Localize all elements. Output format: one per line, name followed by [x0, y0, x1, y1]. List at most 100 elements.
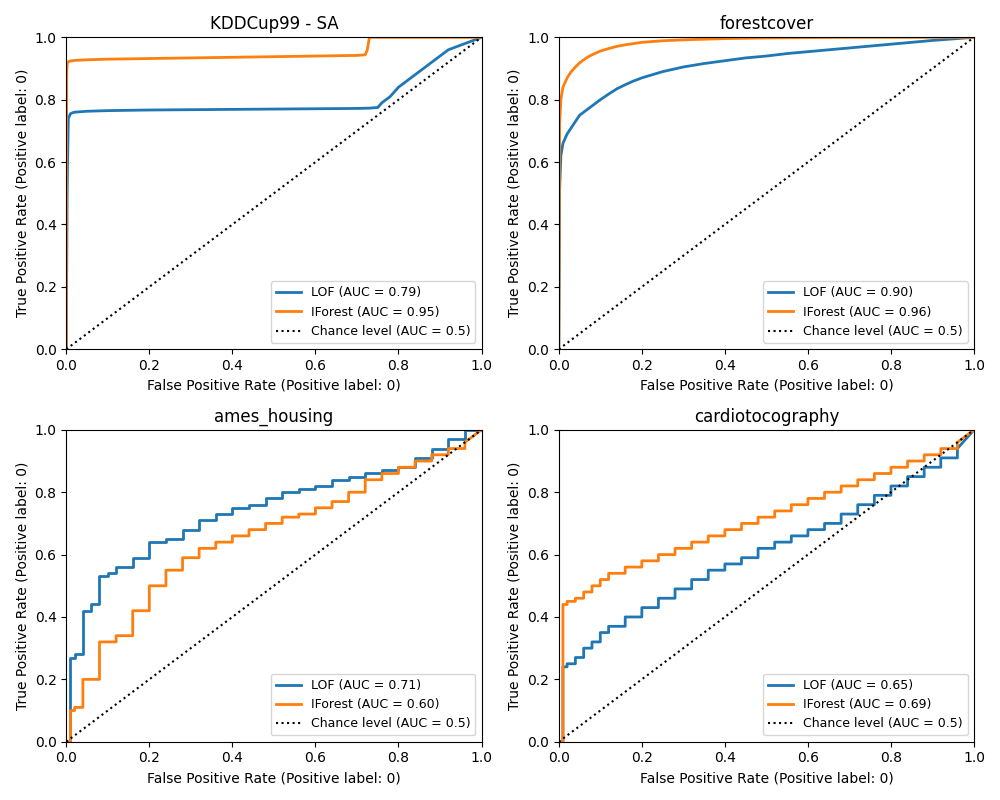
IForest (AUC = 0.95) — [81, 55, 93, 65]
IForest (AUC = 0.95) — [62, 58, 74, 67]
LOF (AUC = 0.79) — [60, 345, 72, 354]
LOF (AUC = 0.79) — [351, 104, 363, 114]
IForest (AUC = 0.95) — [102, 54, 114, 64]
LOF (AUC = 0.90) — [864, 42, 876, 51]
LOF (AUC = 0.79) — [143, 106, 155, 115]
LOF (AUC = 0.90) — [677, 62, 689, 72]
Y-axis label: True Positive Rate (Positive label: 0): True Positive Rate (Positive label: 0) — [508, 69, 522, 318]
Chance level (AUC = 0.5) — [947, 48, 959, 58]
IForest (AUC = 0.96) — [698, 34, 710, 44]
LOF (AUC = 0.79) — [372, 102, 384, 112]
Title: ames_housing: ames_housing — [214, 407, 334, 426]
LOF (AUC = 0.90) — [885, 39, 897, 49]
Chance level (AUC = 0.5) — [934, 450, 946, 460]
LOF (AUC = 0.79) — [363, 103, 375, 113]
IForest (AUC = 0.60) — [476, 425, 488, 434]
LOF (AUC = 0.90) — [760, 51, 772, 61]
LOF (AUC = 0.65) — [835, 510, 847, 519]
Chance level (AUC = 0.5) — [60, 737, 72, 746]
LOF (AUC = 0.90) — [578, 107, 590, 117]
LOF (AUC = 0.65) — [802, 525, 814, 534]
Chance level (AUC = 0.5) — [140, 677, 152, 686]
IForest (AUC = 0.96) — [553, 345, 565, 354]
Chance level (AUC = 0.5) — [947, 441, 959, 450]
IForest (AUC = 0.96) — [574, 58, 586, 68]
IForest (AUC = 0.96) — [603, 44, 615, 54]
IForest (AUC = 0.95) — [434, 33, 446, 42]
X-axis label: False Positive Rate (Positive label: 0): False Positive Rate (Positive label: 0) — [640, 378, 893, 393]
Chance level (AUC = 0.5) — [274, 576, 286, 586]
Chance level (AUC = 0.5) — [442, 58, 454, 67]
LOF (AUC = 0.65) — [603, 622, 615, 631]
Chance level (AUC = 0.5) — [649, 665, 661, 674]
LOF (AUC = 0.79) — [62, 114, 74, 123]
LOF (AUC = 0.90) — [574, 110, 586, 120]
LOF (AUC = 0.90) — [968, 33, 980, 42]
LOF (AUC = 0.79) — [62, 161, 74, 170]
LOF (AUC = 0.90) — [565, 123, 577, 133]
LOF (AUC = 0.79) — [401, 76, 413, 86]
LOF (AUC = 0.79) — [69, 107, 81, 117]
Chance level (AUC = 0.5) — [442, 450, 454, 460]
LOF (AUC = 0.71) — [459, 425, 471, 434]
Legend: LOF (AUC = 0.90), IForest (AUC = 0.96), Chance level (AUC = 0.5): LOF (AUC = 0.90), IForest (AUC = 0.96), … — [763, 282, 968, 343]
LOF (AUC = 0.90) — [843, 43, 855, 53]
LOF (AUC = 0.79) — [81, 106, 93, 116]
IForest (AUC = 0.96) — [555, 95, 567, 105]
IForest (AUC = 0.96) — [760, 33, 772, 42]
IForest (AUC = 0.96) — [611, 42, 623, 51]
LOF (AUC = 0.90) — [619, 80, 631, 90]
IForest (AUC = 0.95) — [309, 51, 321, 61]
Chance level (AUC = 0.5) — [455, 441, 467, 450]
IForest (AUC = 0.96) — [582, 52, 594, 62]
LOF (AUC = 0.90) — [594, 95, 606, 105]
IForest (AUC = 0.95) — [361, 45, 373, 54]
Line: IForest (AUC = 0.96): IForest (AUC = 0.96) — [559, 38, 974, 350]
IForest (AUC = 0.69) — [968, 425, 980, 434]
LOF (AUC = 0.79) — [268, 104, 280, 114]
Chance level (AUC = 0.5) — [968, 425, 980, 434]
Line: IForest (AUC = 0.95): IForest (AUC = 0.95) — [66, 38, 482, 350]
LOF (AUC = 0.90) — [636, 73, 648, 82]
IForest (AUC = 0.95) — [64, 56, 76, 66]
IForest (AUC = 0.69) — [802, 494, 814, 503]
Y-axis label: True Positive Rate (Positive label: 0): True Positive Rate (Positive label: 0) — [508, 462, 522, 710]
LOF (AUC = 0.79) — [376, 98, 388, 108]
LOF (AUC = 0.79) — [67, 108, 79, 118]
Chance level (AUC = 0.5) — [767, 184, 779, 194]
IForest (AUC = 0.95) — [359, 50, 371, 59]
Chance level (AUC = 0.5) — [553, 345, 565, 354]
IForest (AUC = 0.96) — [586, 50, 598, 59]
Chance level (AUC = 0.5) — [274, 184, 286, 194]
IForest (AUC = 0.96) — [594, 46, 606, 56]
IForest (AUC = 0.96) — [554, 120, 566, 130]
LOF (AUC = 0.90) — [555, 151, 567, 161]
LOF (AUC = 0.90) — [657, 67, 669, 77]
LOF (AUC = 0.90) — [569, 117, 581, 126]
IForest (AUC = 0.96) — [677, 35, 689, 45]
LOF (AUC = 0.79) — [61, 191, 73, 201]
IForest (AUC = 0.95) — [69, 56, 81, 66]
LOF (AUC = 0.79) — [442, 45, 454, 54]
LOF (AUC = 0.65) — [968, 425, 980, 434]
LOF (AUC = 0.79) — [434, 51, 446, 61]
IForest (AUC = 0.69) — [835, 481, 847, 490]
IForest (AUC = 0.95) — [60, 345, 72, 354]
IForest (AUC = 0.95) — [392, 33, 404, 42]
Line: IForest (AUC = 0.69): IForest (AUC = 0.69) — [559, 430, 974, 742]
IForest (AUC = 0.69) — [885, 462, 897, 472]
IForest (AUC = 0.96) — [619, 40, 631, 50]
LOF (AUC = 0.90) — [628, 76, 640, 86]
LOF (AUC = 0.79) — [426, 58, 438, 67]
X-axis label: False Positive Rate (Positive label: 0): False Positive Rate (Positive label: 0) — [147, 771, 401, 785]
LOF (AUC = 0.79) — [409, 70, 421, 79]
IForest (AUC = 0.95) — [143, 54, 155, 63]
LOF (AUC = 0.65) — [603, 628, 615, 638]
LOF (AUC = 0.90) — [926, 36, 938, 46]
Line: LOF (AUC = 0.71): LOF (AUC = 0.71) — [66, 430, 482, 742]
IForest (AUC = 0.96) — [657, 36, 669, 46]
IForest (AUC = 0.96) — [561, 73, 573, 82]
LOF (AUC = 0.90) — [823, 45, 835, 54]
LOF (AUC = 0.71) — [392, 462, 404, 472]
IForest (AUC = 0.95) — [476, 33, 488, 42]
